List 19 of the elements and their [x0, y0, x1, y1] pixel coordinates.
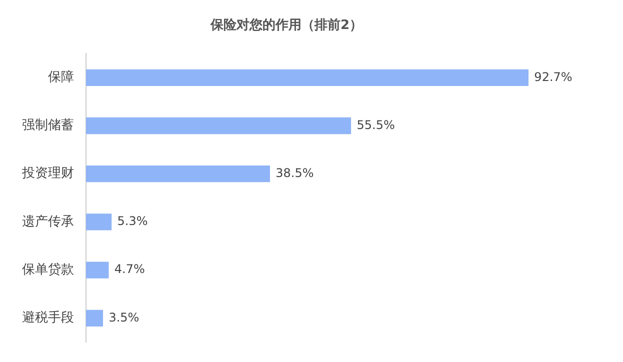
- bar: [86, 310, 104, 326]
- bar: [86, 262, 109, 278]
- bar: [86, 214, 112, 230]
- y-tick-label: 保单贷款: [22, 262, 74, 278]
- y-tick-label: 遗产传承: [22, 214, 74, 230]
- data-label: 55.5%: [356, 118, 395, 132]
- y-tick-label: 避税手段: [22, 310, 74, 326]
- data-label: 3.5%: [108, 310, 140, 324]
- data-label: 4.7%: [114, 262, 145, 276]
- data-label: 5.3%: [117, 214, 148, 228]
- chart-title: 保险对您的作用（排前2）: [209, 18, 363, 34]
- y-tick-label: 保障: [48, 70, 74, 86]
- bar: [86, 69, 529, 86]
- data-label: 38.5%: [276, 166, 314, 180]
- y-tick-label: 强制储蓄: [22, 118, 74, 134]
- bar: [86, 166, 270, 182]
- data-label: 92.7%: [534, 70, 572, 84]
- y-tick-label: 投资理财: [21, 166, 74, 182]
- bar: [86, 117, 352, 134]
